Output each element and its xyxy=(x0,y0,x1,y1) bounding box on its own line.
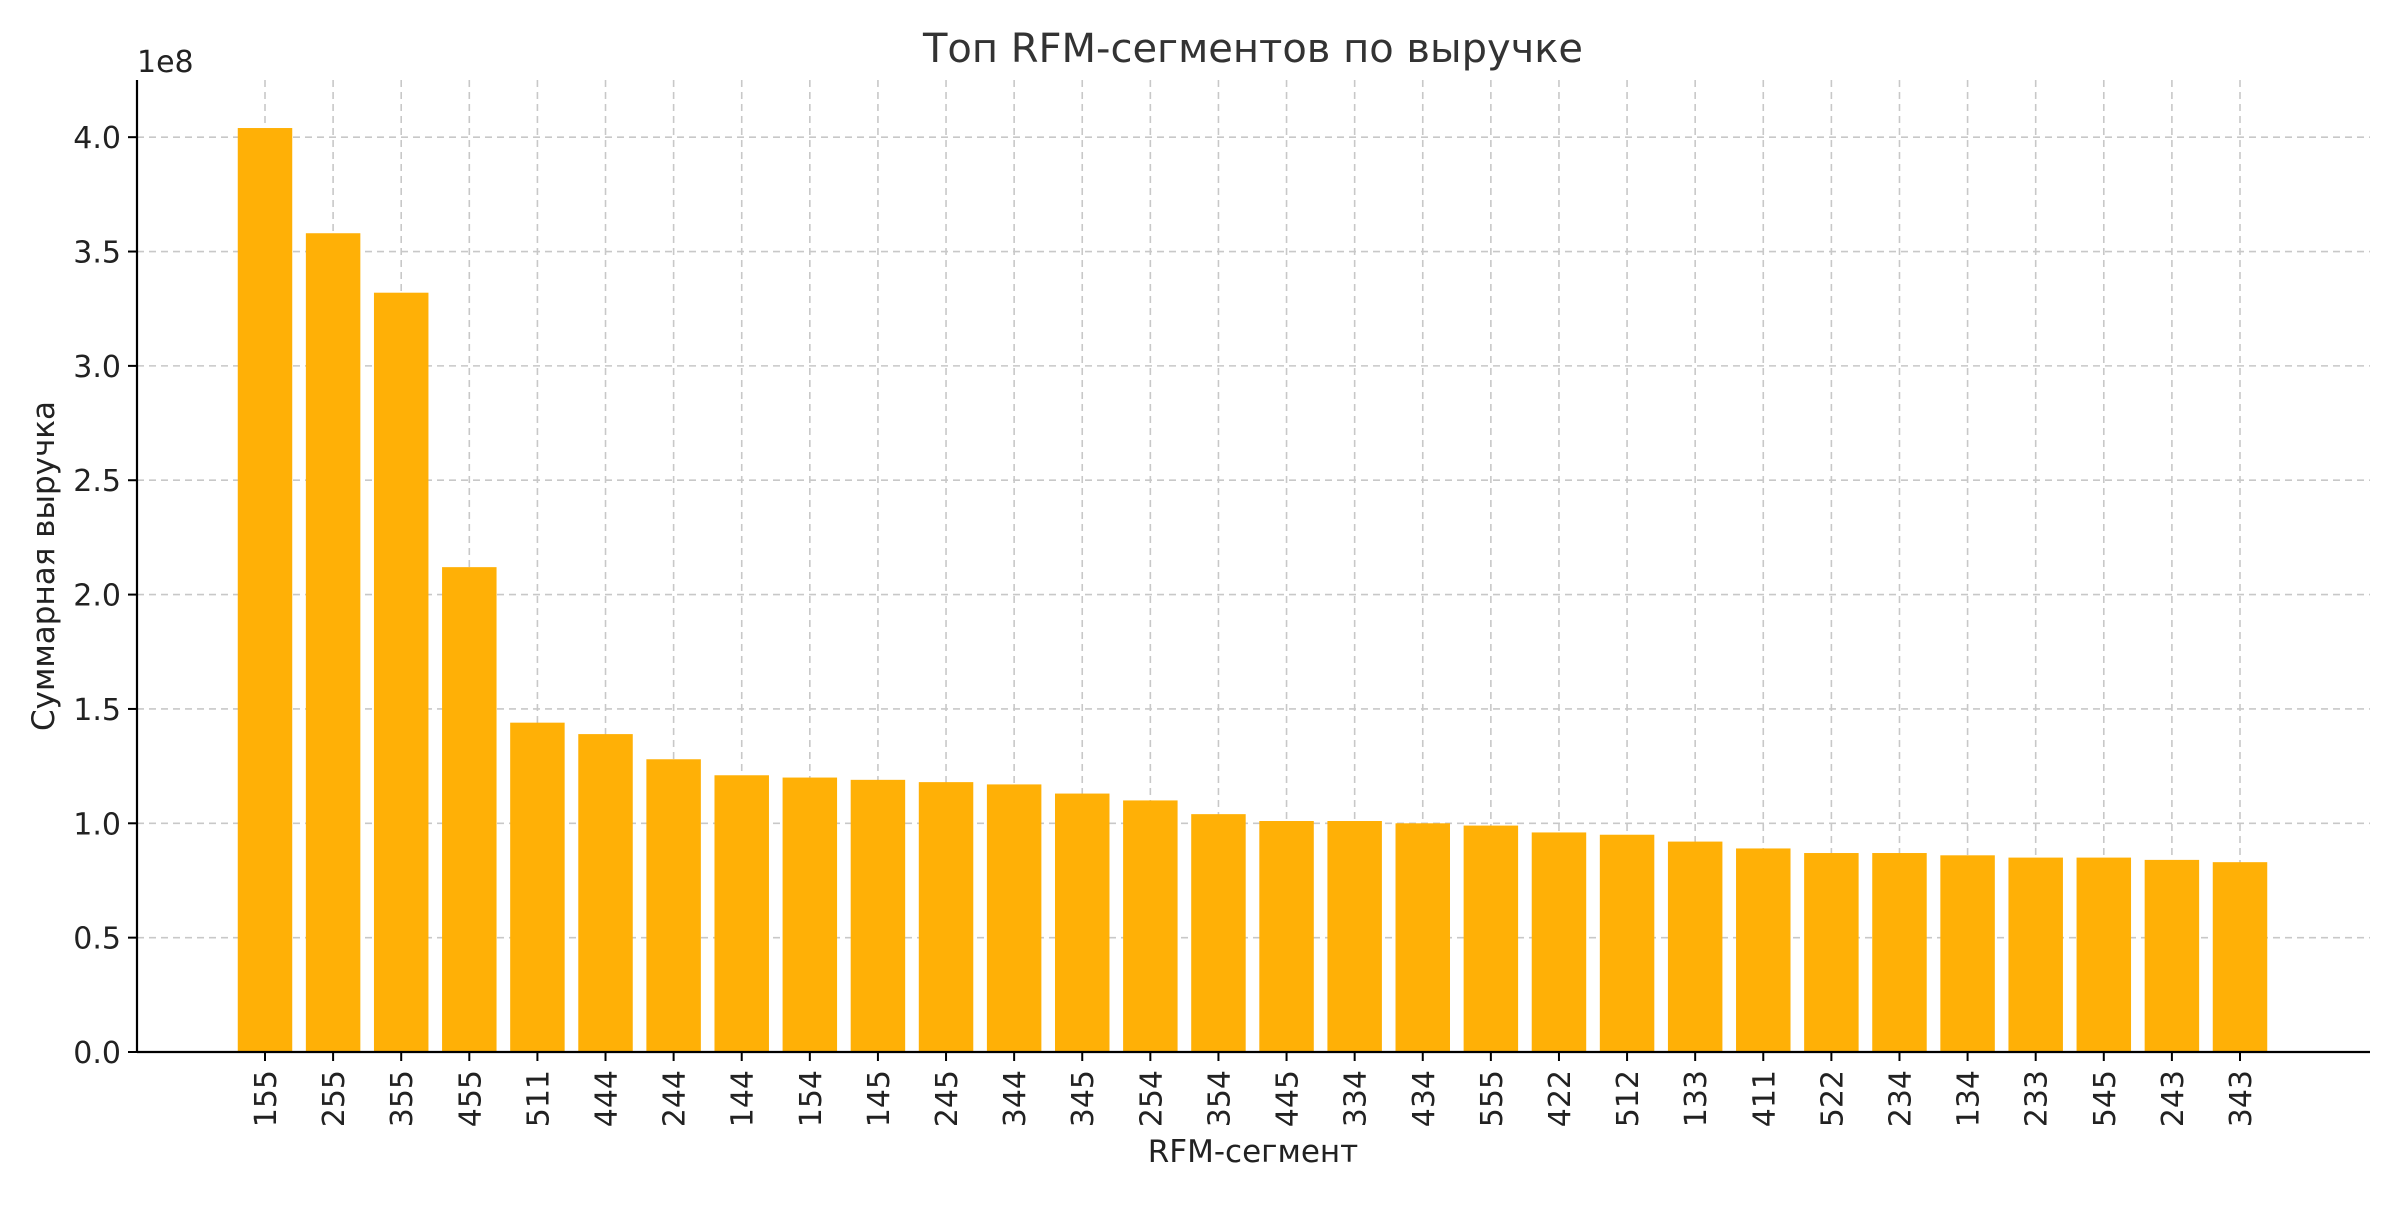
bar-segment-445 xyxy=(1259,821,1314,1052)
bar-segment-455 xyxy=(442,567,497,1052)
y-tick-label: 0.0 xyxy=(73,1036,121,1071)
x-tick-label: 255 xyxy=(317,1070,352,1127)
bar-segment-145 xyxy=(850,779,906,1052)
x-tick-label: 434 xyxy=(1407,1070,1442,1127)
x-tick-label: 455 xyxy=(453,1070,488,1127)
bar-segment-422 xyxy=(1531,832,1587,1052)
bar-segment-234 xyxy=(1872,853,1927,1052)
x-tick-label: 134 xyxy=(1952,1070,1987,1127)
x-tick-label: 522 xyxy=(1815,1070,1850,1127)
bar-segment-512 xyxy=(1599,834,1655,1052)
bar-segment-434 xyxy=(1395,823,1450,1052)
bars-layer xyxy=(237,128,2268,1053)
bar-segment-245 xyxy=(918,782,974,1052)
y-ticks-layer: 0.0 0.5 1.0 1.5 2.0 2.5 3.0 3.5 4.0 xyxy=(73,121,137,1071)
y-tick-label: 0.5 xyxy=(73,922,121,957)
x-ticks-layer: 155 255 355 455 511 444 244 144 154 145 245 344 345 2… xyxy=(249,1052,2259,1127)
bar-segment-555 xyxy=(1463,825,1519,1052)
y-tick-label: 2.0 xyxy=(73,579,121,614)
bar-segment-154 xyxy=(782,777,838,1052)
x-tick-label: 343 xyxy=(2224,1070,2259,1127)
x-tick-label: 355 xyxy=(385,1070,420,1127)
x-tick-label: 244 xyxy=(658,1070,693,1127)
y-tick-label: 3.0 xyxy=(73,350,121,385)
bar-segment-444 xyxy=(578,734,633,1052)
bar-segment-343 xyxy=(2212,862,2268,1052)
x-tick-label: 144 xyxy=(726,1070,761,1127)
x-tick-label: 354 xyxy=(1202,1070,1237,1127)
bar-segment-243 xyxy=(2144,859,2200,1052)
x-tick-label: 245 xyxy=(930,1070,965,1127)
bar-segment-334 xyxy=(1327,821,1382,1052)
bar-segment-255 xyxy=(305,233,361,1053)
bar-segment-511 xyxy=(510,722,565,1052)
x-tick-label: 444 xyxy=(590,1070,625,1127)
bar-segment-134 xyxy=(1940,855,1995,1052)
bar-segment-522 xyxy=(1804,853,1859,1052)
bar-segment-133 xyxy=(1667,841,1723,1052)
y-axis-offset-label: 1e8 xyxy=(137,45,194,80)
x-tick-label: 345 xyxy=(1066,1070,1101,1127)
bar-segment-144 xyxy=(714,775,769,1052)
x-tick-label: 334 xyxy=(1339,1070,1374,1127)
x-tick-label: 422 xyxy=(1543,1070,1578,1127)
x-tick-label: 555 xyxy=(1475,1070,1510,1127)
bar-segment-545 xyxy=(2076,857,2132,1052)
bar-segment-411 xyxy=(1736,848,1791,1052)
y-tick-label: 1.0 xyxy=(73,807,121,842)
bar-segment-244 xyxy=(646,759,701,1052)
x-tick-label: 511 xyxy=(521,1070,556,1127)
x-tick-label: 154 xyxy=(794,1070,829,1127)
x-tick-label: 133 xyxy=(1679,1070,1714,1127)
axes-layer xyxy=(135,80,2370,1054)
x-tick-label: 545 xyxy=(2088,1070,2123,1127)
bar-segment-155 xyxy=(237,128,293,1053)
bar-segment-354 xyxy=(1191,814,1246,1052)
x-tick-label: 155 xyxy=(249,1070,284,1127)
bar-segment-344 xyxy=(986,784,1042,1052)
x-tick-label: 254 xyxy=(1134,1070,1169,1127)
x-tick-label: 512 xyxy=(1611,1070,1646,1127)
x-tick-label: 445 xyxy=(1271,1070,1306,1127)
x-axis-title: RFM-сегмент xyxy=(1148,1134,1359,1170)
y-tick-label: 4.0 xyxy=(73,121,121,156)
x-tick-label: 145 xyxy=(862,1070,897,1127)
y-tick-label: 2.5 xyxy=(73,464,121,499)
bar-segment-355 xyxy=(373,292,429,1052)
bar-segment-254 xyxy=(1123,800,1178,1052)
y-axis-title: Суммарная выручка xyxy=(26,401,62,731)
bar-segment-345 xyxy=(1055,793,1110,1052)
bar-segment-233 xyxy=(2008,857,2063,1052)
x-tick-label: 234 xyxy=(1883,1070,1918,1127)
x-tick-label: 344 xyxy=(998,1070,1033,1127)
x-tick-label: 233 xyxy=(2020,1070,2055,1127)
x-tick-label: 411 xyxy=(1747,1070,1782,1127)
chart-title: Топ RFM-сегментов по выручке xyxy=(922,26,1583,72)
x-tick-label: 243 xyxy=(2156,1070,2191,1127)
y-tick-label: 3.5 xyxy=(73,236,121,271)
y-tick-label: 1.5 xyxy=(73,693,121,728)
